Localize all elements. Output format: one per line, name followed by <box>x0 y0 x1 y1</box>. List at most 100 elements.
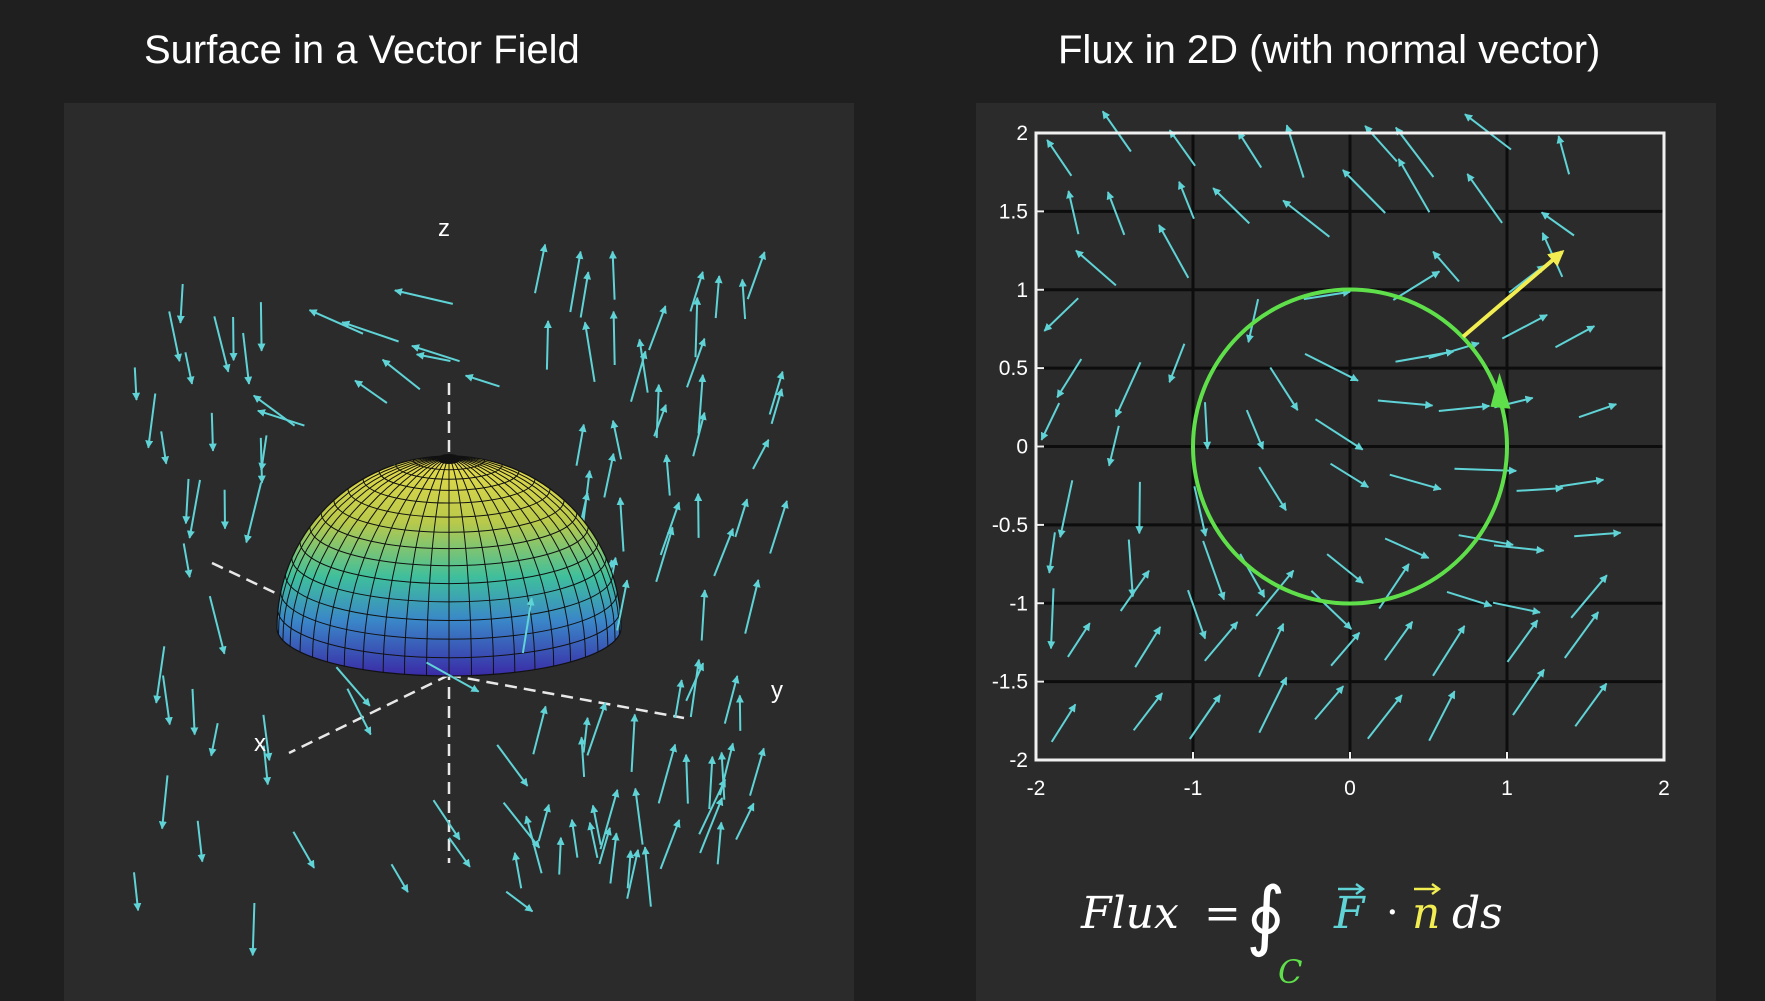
plot-field-arrow <box>1540 211 1575 237</box>
vector-field-arrow <box>738 278 747 320</box>
y-axis <box>448 673 685 720</box>
vector-field-arrow <box>244 482 263 544</box>
vector-field-arrow <box>158 775 169 830</box>
vector-field-arrow <box>659 501 681 556</box>
plot-field-arrow <box>1559 476 1605 488</box>
plot-field-arrow <box>1057 480 1074 538</box>
vector-field-arrow <box>208 595 227 655</box>
closed-curve-c <box>1191 287 1509 606</box>
vector-field-arrow <box>577 736 586 777</box>
plot-field-arrow <box>1303 288 1351 301</box>
flux-2d-plot: -2 -1 0 1 2 2 1.5 1 0.5 0 -0.5 -1 -1.5 -2 Flux = ∮ C… <box>992 110 1670 991</box>
vector-field-arrow <box>308 309 364 335</box>
vector-field-arrow <box>768 370 785 415</box>
y-tick-label: 1 <box>1016 279 1028 302</box>
vector-field-arrow <box>381 358 421 391</box>
y-tick-label: -1.5 <box>992 671 1028 694</box>
vector-field-arrow <box>718 751 727 800</box>
vector-field-arrow <box>160 431 170 465</box>
formula-normal-n: n <box>1412 888 1440 939</box>
x-axis-label: x <box>254 730 266 757</box>
vector-field-arrow <box>630 350 648 402</box>
y-tick-label: -2 <box>1009 749 1028 772</box>
vector-field-arrow <box>641 846 652 907</box>
plot-field-arrow <box>1269 366 1299 411</box>
plot-field-arrow <box>1438 402 1491 412</box>
plot-field-arrow <box>1501 314 1548 340</box>
plot-field-arrow <box>1158 224 1190 279</box>
vector-field-arrow <box>734 498 749 538</box>
plot-field-arrow <box>1384 537 1430 559</box>
vector-field-arrow <box>582 717 591 753</box>
vector-field-arrow <box>653 404 668 437</box>
vector-field-arrow <box>521 597 535 654</box>
plot-field-arrow <box>1432 625 1466 677</box>
vector-field-arrow <box>616 579 630 631</box>
vector-field-arrow <box>208 412 217 452</box>
vector-field-arrow <box>752 438 770 470</box>
x-axis-near <box>288 673 450 755</box>
vector-field-arrow <box>176 283 185 324</box>
plot-field-arrow <box>1212 187 1250 225</box>
vector-field-arrow <box>145 393 157 449</box>
vector-field-arrow <box>713 527 735 577</box>
y-axis-label: y <box>771 677 783 704</box>
vector-field-arrow <box>723 675 740 724</box>
vector-field-arrow <box>714 275 723 319</box>
plot-field-arrow <box>1135 481 1144 535</box>
vector-field-arrow <box>390 863 409 893</box>
plot-field-arrow <box>1047 588 1056 650</box>
vector-field-arrow <box>415 351 451 362</box>
dome-pole <box>437 454 461 464</box>
vector-field-arrow <box>693 296 702 358</box>
y-tick-label: 2 <box>1016 122 1028 145</box>
vector-field-arrow <box>257 409 305 427</box>
vector-field-arrow <box>335 666 371 707</box>
vector-field-arrow <box>532 705 548 755</box>
plot-field-arrow <box>1492 601 1541 615</box>
vector-field-arrow <box>716 821 725 865</box>
vector-field-arrow <box>262 745 272 786</box>
vector-field-arrow <box>608 250 617 300</box>
plot-field-arrow <box>1258 676 1288 734</box>
plot-field-arrow <box>1202 540 1226 601</box>
vector-field-arrow <box>133 872 142 912</box>
vector-field-arrow <box>655 526 675 583</box>
vector-field-arrow <box>674 679 685 719</box>
plot-field-arrow <box>1555 325 1596 349</box>
right-panel-title: Flux in 2D (with normal vector) <box>1058 28 1601 72</box>
vector-field-arrow <box>153 646 166 704</box>
formula-lhs: Flux <box>1080 888 1179 939</box>
plot-field-arrow <box>1329 462 1369 489</box>
vector-field-arrow <box>694 493 703 538</box>
vector-field-arrow <box>168 311 182 362</box>
vector-field-arrow <box>505 890 534 913</box>
vector-field-arrow <box>610 419 623 460</box>
plot-field-arrow <box>1193 486 1208 537</box>
flux-formula: Flux = ∮ C F · n ds <box>1080 870 1503 991</box>
vector-field-arrow <box>257 437 266 484</box>
plot-field-arrow <box>1127 539 1137 598</box>
x-tick-label: -2 <box>1027 777 1046 800</box>
x-tick-label: 1 <box>1501 777 1513 800</box>
plot-field-arrow <box>1367 694 1403 740</box>
curve-direction-arrow <box>1490 372 1511 409</box>
vector-field-arrow <box>190 688 199 736</box>
plot-field-arrow <box>1188 694 1222 740</box>
plot-field-arrow <box>1570 574 1608 619</box>
vector-field-arrow <box>744 579 761 634</box>
plot-field-arrow <box>1066 190 1080 235</box>
vector-field-arrow <box>524 815 543 874</box>
vector-field-arrow <box>746 251 766 300</box>
left-panel-title: Surface in a Vector Field <box>144 28 580 72</box>
vector-field-arrow <box>630 713 639 772</box>
plot-field-arrow <box>1056 358 1083 399</box>
vector-field-arrow <box>182 478 191 525</box>
plot-field-arrow <box>1458 534 1514 548</box>
plot-field-arrow <box>1428 690 1456 742</box>
plot-field-arrow <box>1075 249 1117 287</box>
vector-field-arrow <box>426 661 480 693</box>
plot-field-arrow <box>1516 484 1564 493</box>
vector-field-arrow <box>512 852 523 889</box>
vector-field-arrow <box>692 411 707 457</box>
